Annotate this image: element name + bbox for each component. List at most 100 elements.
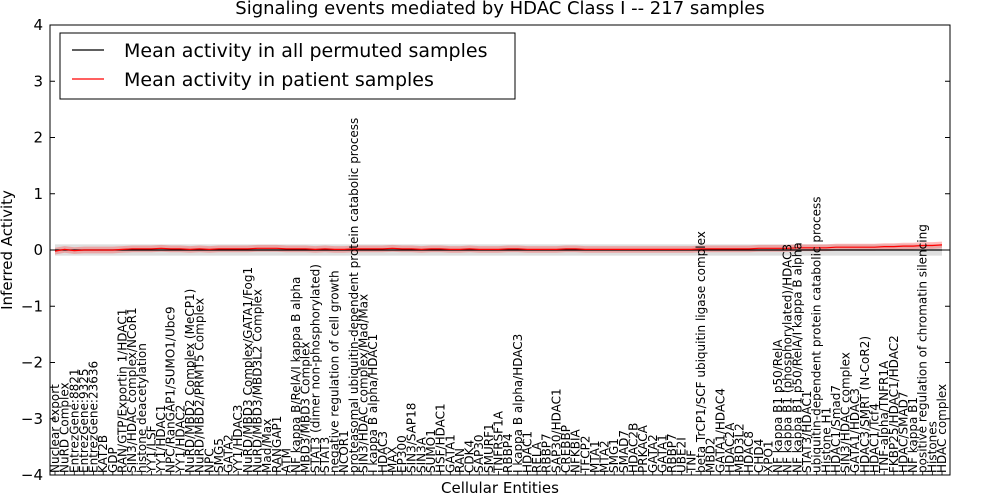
x-tick-label: HSF/HDAC1 <box>434 403 448 473</box>
x-tick-label: SMG1 <box>607 438 621 473</box>
x-tick-label: NuRD/MBD3/MBD3L2 Complex <box>251 289 265 473</box>
x-tick-label: HDAC2A <box>723 422 737 473</box>
x-tick-label: HDAC1/Smad7 <box>829 385 843 473</box>
x-tick-label: CDK4 <box>463 440 477 473</box>
x-tick-label: MBD2 <box>704 438 718 473</box>
x-tick-label: SMAD7 <box>617 430 631 473</box>
x-tick-label: TNFRSF1A <box>492 410 506 474</box>
x-tick-label: NCOR1 <box>337 430 351 473</box>
x-tick-label: NF kappa B1 (phosphorylated)/HDAC3 <box>781 244 795 473</box>
x-tick-label: RELA <box>530 441 544 473</box>
x-tick-label: SAP30 <box>472 434 486 473</box>
x-tick-label: GATA1/HDAC4 <box>713 388 727 473</box>
y-tick-label: 2 <box>33 129 43 147</box>
x-tick-label: HDAC3 <box>376 431 390 473</box>
legend-label-permuted: Mean activity in all permuted samples <box>124 40 487 62</box>
x-tick-label: SAP30/HDAC1 <box>549 388 563 473</box>
x-tick-label: proteasomal ubiquitin-dependent protein … <box>347 118 361 473</box>
x-tick-label: RAN/GTP/Exportin 1/HDAC1 <box>116 309 130 473</box>
x-tick-label: GATA2 <box>222 434 236 473</box>
x-tick-label: KAT2B <box>96 435 110 473</box>
x-tick-label: STAT3/HDAC1 <box>800 391 814 473</box>
x-tick-label: GATA1 <box>443 434 457 473</box>
x-tick-label: ATM <box>279 448 293 473</box>
x-tick-label: TNF <box>684 450 698 474</box>
x-axis-label: Cellular Entities <box>441 479 559 497</box>
x-tick-label: HDAC3/SMRT (N-CoR2) <box>858 336 872 473</box>
x-tick-label: MBD3/MBD3 Complex <box>299 342 313 473</box>
x-tick-label: GATA1/HDAC3 <box>848 388 862 473</box>
y-axis-ticks: 4 3 2 1 0 −1 −2 −3 −4 <box>21 16 950 484</box>
x-tick-label: CREBBP <box>559 425 573 473</box>
x-tick-label: SUMO1 <box>424 429 438 473</box>
x-tick-label: NF kappa B1 <box>906 397 920 473</box>
x-tick-label: NuRD/MBD3 Complex/GATA1/Fog1 <box>241 267 255 473</box>
x-tick-label: CHD4 <box>752 439 766 473</box>
x-tick-label: TFCP2 <box>578 436 592 474</box>
x-tick-label: EntrezGene:9325 <box>77 369 91 474</box>
x-tick-label: HDAC8 <box>742 431 756 473</box>
y-tick-label: 1 <box>33 185 43 203</box>
x-tick-label: YY1/HDAC3 <box>231 405 245 474</box>
x-tick-label: PRKACA <box>636 424 650 473</box>
x-tick-label: NPC/RanGAP1/SUMO1/Ubc9 <box>164 306 178 473</box>
x-tick-label: YY1/LSF <box>144 425 158 474</box>
x-tick-label: NF kappa B/RelA/I kappa B alpha <box>289 277 303 473</box>
x-tick-label: Histones <box>925 421 939 473</box>
legend-label-patient: Mean activity in patient samples <box>124 69 434 91</box>
x-tick-label: SIN3/HDAC complex <box>839 352 853 473</box>
x-tick-label: MTA2 <box>598 440 612 473</box>
x-tick-label: HDAC2B <box>627 423 641 473</box>
x-tick-label: RBBP7 <box>665 433 679 473</box>
x-tick-label: XPO1 <box>762 440 776 473</box>
x-tick-label: negative regulation of cell growth <box>328 270 342 473</box>
x-tick-label: Mad/Max <box>260 419 274 473</box>
x-tick-label: MAX <box>385 446 399 473</box>
x-tick-label: UBE2I <box>675 437 689 473</box>
x-tick-label: EntrezGene:8821 <box>67 369 81 474</box>
patient-band-area <box>55 241 942 255</box>
x-tick-label: beta TrCP1/SCF ubiquitin ligase complex <box>694 231 708 473</box>
x-tick-label: HDAC1/Tcf4 <box>868 403 882 473</box>
x-tick-label: RAN <box>453 448 467 473</box>
x-tick-label: NuRD Complex <box>58 382 72 473</box>
x-tick-label: NPC <box>202 448 216 473</box>
x-tick-label: NF kappa B1 p50/RelA/I kappa B alpha <box>790 242 804 473</box>
x-tick-label: ubiquitin-dependent protein catabolic pr… <box>810 197 824 473</box>
series-line-patient <box>54 244 943 252</box>
y-tick-label: 4 <box>33 16 43 34</box>
x-tick-label: GDP <box>106 447 120 473</box>
x-tick-label: Histone H1 <box>819 407 833 473</box>
legend-box <box>59 32 516 100</box>
y-axis-label: Inferred Activity <box>0 190 16 310</box>
x-tick-label: STAT3 (dimer non-phosphorylated) <box>308 264 322 473</box>
x-tick-label: EP300 <box>395 435 409 473</box>
x-tick-label: NuRD/MBD2 Complex (MeCP1) <box>183 289 197 473</box>
x-tick-label: MBD3L2 <box>733 423 747 473</box>
x-tick-label: Nuclear export <box>48 384 62 473</box>
y-tick-label: −2 <box>21 354 43 372</box>
x-tick-label: SIN3A <box>414 436 428 473</box>
y-tick-label: 0 <box>33 241 43 259</box>
x-tick-label: SIN3/HDAC complex/Mad/Max <box>357 294 371 473</box>
y-tick-label: −3 <box>21 410 43 428</box>
x-tick-label: FKBP25/HDAC1/HDAC2 <box>887 335 901 473</box>
x-tick-label: histone deacetylation <box>135 343 149 473</box>
x-tick-label: NuRD/MBD2/PRMT5 Complex <box>193 298 207 473</box>
x-tick-label: NF kappa B1 p50/RelA <box>771 339 785 473</box>
x-tick-label: HDAC/SMAD7 <box>896 391 910 473</box>
legend: Mean activity in all permuted samples Me… <box>59 32 516 100</box>
y-tick-label: 3 <box>33 72 43 90</box>
x-tick-label: MTA1 <box>588 440 602 473</box>
x-tick-label: I kappa B alpha/HDAC3 <box>511 334 525 473</box>
y-tick-label: −1 <box>21 297 43 315</box>
x-tick-label: HDAC1 <box>520 431 534 473</box>
x-tick-label: GATA1 <box>655 434 669 473</box>
series-lines <box>54 244 943 252</box>
x-tick-label: YY1/HDAC1 <box>154 405 168 474</box>
x-tick-label: SMG5 <box>212 438 226 473</box>
x-tick-label: STAT3 <box>318 437 332 473</box>
y-tick-label: −4 <box>21 466 43 484</box>
x-tick-label: SMURF1 <box>482 423 496 473</box>
